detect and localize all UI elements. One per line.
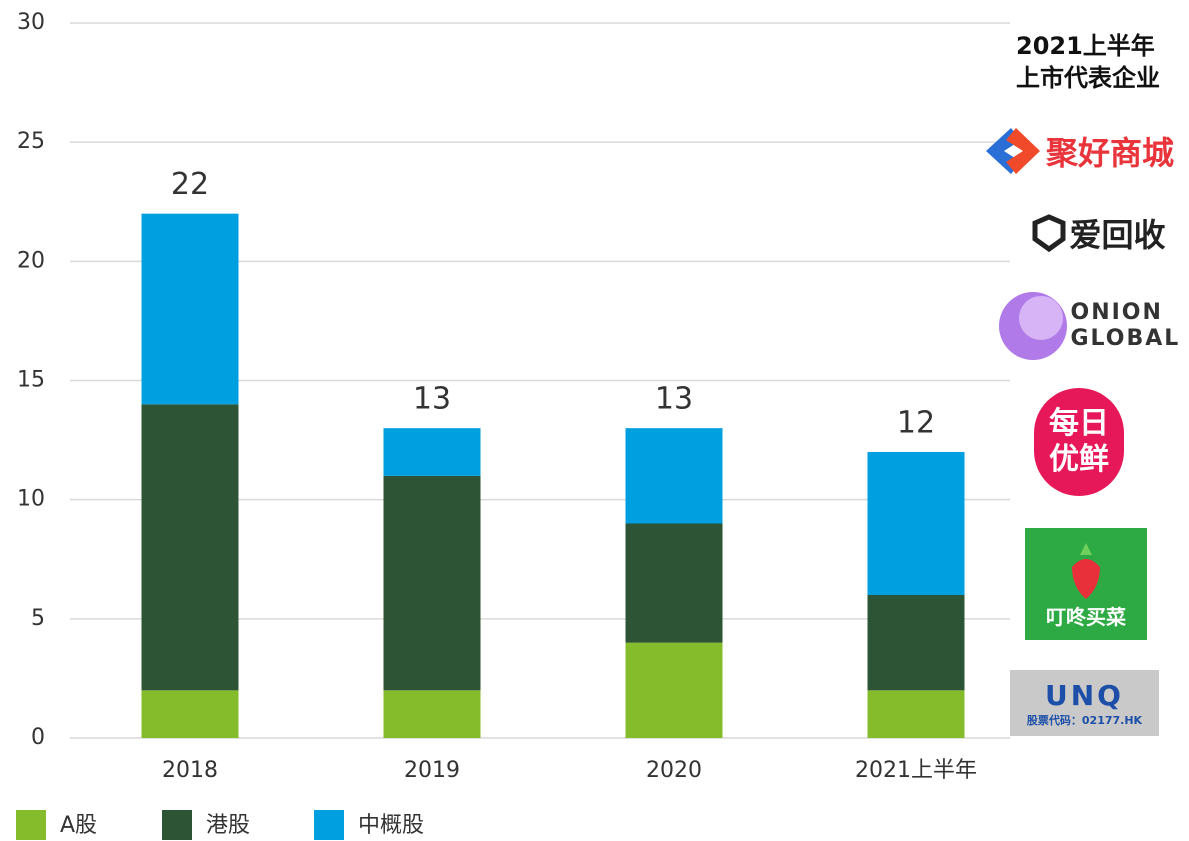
logo-aihuishou: 爱回收 [1010, 205, 1185, 261]
panel-title: 2021上半年上市代表企业 [1016, 32, 1160, 92]
logo-unq: UNQ 股票代码：02177.HK [1010, 670, 1159, 736]
company-name: 爱回收 [1069, 216, 1166, 254]
stock-code: 股票代码：02177.HK [1026, 713, 1143, 727]
legend-swatch [16, 810, 46, 840]
total-label: 12 [897, 406, 935, 441]
bar-segment [625, 642, 723, 738]
logo-icon [985, 128, 1040, 174]
x-tick-label: 2018 [162, 758, 218, 783]
x-tick-label: 2019 [404, 758, 460, 783]
y-tick-label: 15 [17, 368, 45, 393]
bar-segment [625, 523, 723, 643]
company-name: UNQ [1045, 678, 1124, 712]
y-tick-label: 10 [17, 487, 45, 512]
company-name: 每日优鲜 [1049, 406, 1109, 477]
logo-missfresh: 每日优鲜 [1034, 388, 1124, 496]
bar-segment [383, 428, 481, 476]
y-tick-label: 25 [17, 129, 45, 154]
logo-icon [1072, 542, 1100, 599]
logo-juhao: 聚好商城 [965, 122, 1185, 180]
y-tick-label: 20 [17, 248, 45, 273]
bar-segment [141, 213, 239, 405]
legend-swatch [314, 810, 344, 840]
y-tick-label: 30 [17, 10, 45, 35]
y-tick-label: 0 [31, 725, 45, 750]
bar-segment [141, 690, 239, 738]
x-tick-label: 2021上半年 [855, 758, 977, 783]
total-label: 13 [655, 382, 693, 417]
bar-segment [141, 404, 239, 691]
legend-swatch [162, 810, 192, 840]
bar-segment [867, 595, 965, 691]
company-name: 叮咚买菜 [1046, 604, 1126, 629]
bar-segment [867, 690, 965, 738]
total-label: 22 [171, 167, 209, 202]
bar-segment [383, 475, 481, 691]
company-name: ONION GLOBAL [1070, 300, 1181, 351]
logo-icon [1032, 214, 1066, 253]
bar-segment [625, 428, 723, 524]
bar-segment [867, 452, 965, 595]
legend-label: 中概股 [358, 813, 424, 838]
logo-dingdong: 叮咚买菜 [1025, 528, 1147, 640]
logo-icon [998, 292, 1067, 360]
x-tick-label: 2020 [646, 758, 702, 783]
legend-label: 港股 [206, 813, 250, 838]
y-tick-label: 5 [31, 606, 45, 631]
total-label: 13 [413, 382, 451, 417]
legend-label: A股 [60, 813, 97, 838]
logo-onion: ONION GLOBAL [985, 288, 1189, 364]
company-name: 聚好商城 [1045, 134, 1174, 172]
bar-segment [383, 690, 481, 738]
